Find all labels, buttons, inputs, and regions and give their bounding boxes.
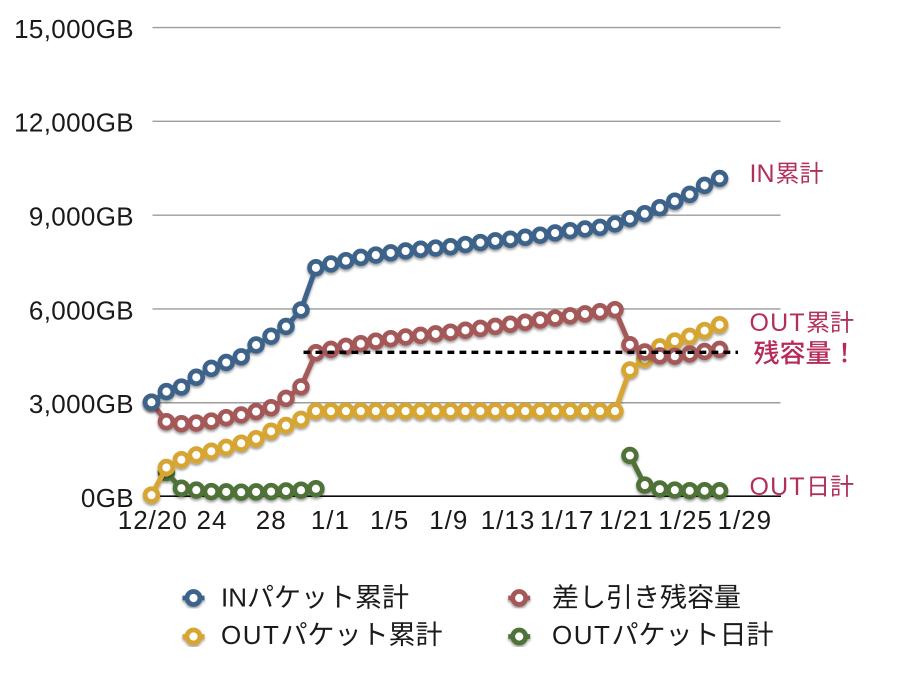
- svg-text:3,000GB: 3,000GB: [29, 389, 134, 419]
- svg-text:9,000GB: 9,000GB: [29, 202, 134, 232]
- svg-text:0GB: 0GB: [81, 483, 134, 513]
- svg-text:1/1: 1/1: [311, 505, 350, 535]
- svg-text:1/17: 1/17: [540, 505, 595, 535]
- svg-text:12/20: 12/20: [118, 505, 188, 535]
- svg-text:1/9: 1/9: [429, 505, 468, 535]
- svg-text:IN: IN: [750, 160, 775, 188]
- svg-text:1/25: 1/25: [658, 505, 713, 535]
- svg-text:15,000GB: 15,000GB: [14, 14, 134, 44]
- svg-text:OUT: OUT: [552, 620, 611, 650]
- svg-text:OUT: OUT: [221, 620, 280, 650]
- svg-text:24: 24: [197, 505, 228, 535]
- svg-text:28: 28: [256, 505, 287, 535]
- svg-text:IN: IN: [221, 583, 247, 613]
- svg-text:1/29: 1/29: [717, 505, 772, 535]
- svg-text:1/5: 1/5: [370, 505, 409, 535]
- svg-text:OUT: OUT: [750, 473, 806, 501]
- svg-text:1/21: 1/21: [599, 505, 654, 535]
- svg-text:OUT: OUT: [750, 309, 806, 337]
- svg-text:12,000GB: 12,000GB: [14, 108, 134, 138]
- svg-text:6,000GB: 6,000GB: [29, 295, 134, 325]
- svg-text:1/13: 1/13: [481, 505, 536, 535]
